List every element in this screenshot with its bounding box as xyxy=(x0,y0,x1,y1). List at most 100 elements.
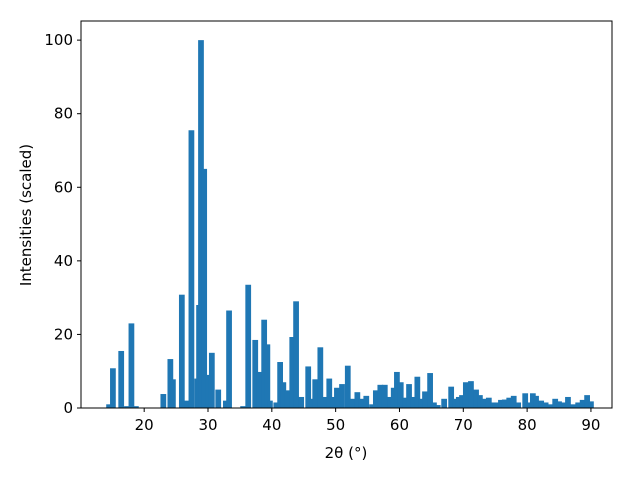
bar xyxy=(570,404,576,408)
bar xyxy=(298,396,305,408)
bar xyxy=(240,406,246,408)
bar xyxy=(293,301,299,408)
bar xyxy=(510,395,517,408)
x-tick-label: 90 xyxy=(581,416,600,434)
bar xyxy=(390,387,397,408)
bar xyxy=(480,398,487,408)
bar xyxy=(312,379,319,408)
bar xyxy=(575,402,582,408)
bar xyxy=(326,378,333,408)
bar xyxy=(538,400,545,408)
bar xyxy=(124,406,130,408)
bar xyxy=(267,400,273,408)
bar xyxy=(363,395,370,408)
plot-frame xyxy=(80,20,613,409)
bar xyxy=(106,404,112,408)
bar xyxy=(434,405,441,408)
x-tick-label: 80 xyxy=(518,416,537,434)
bar xyxy=(552,398,559,408)
bar xyxy=(397,382,404,408)
bar xyxy=(188,130,195,408)
bar xyxy=(334,387,340,408)
bar xyxy=(565,396,571,408)
x-tick-label: 50 xyxy=(326,416,345,434)
bar xyxy=(381,384,388,408)
bar xyxy=(354,392,361,408)
bar xyxy=(494,402,500,408)
bar xyxy=(110,368,116,408)
bar xyxy=(358,398,365,408)
bar xyxy=(579,399,586,408)
bar xyxy=(264,344,271,408)
bar xyxy=(309,398,315,408)
y-tick-label: 0 xyxy=(63,399,73,417)
x-tick-label: 20 xyxy=(135,416,154,434)
x-tick-label: 40 xyxy=(262,416,281,434)
bar xyxy=(522,393,529,408)
bar xyxy=(526,402,532,408)
bar xyxy=(402,397,409,408)
bar xyxy=(273,402,280,408)
x-tick-label: 30 xyxy=(198,416,217,434)
bar xyxy=(441,398,448,408)
bar xyxy=(468,381,474,408)
bar xyxy=(321,396,328,408)
bar xyxy=(431,402,437,408)
bar xyxy=(556,401,562,408)
bar xyxy=(201,168,208,408)
bar xyxy=(427,373,433,408)
bar xyxy=(462,382,469,408)
bar xyxy=(377,384,384,408)
bar xyxy=(170,379,176,408)
y-axis-label: Intensities (scaled) xyxy=(17,144,35,286)
bar xyxy=(394,371,400,408)
y-tick-label: 100 xyxy=(44,31,73,49)
bar xyxy=(349,398,356,408)
bar xyxy=(205,374,211,408)
bar xyxy=(406,384,412,408)
bar xyxy=(344,365,351,408)
y-tick-label: 20 xyxy=(54,325,73,343)
bar xyxy=(529,393,536,408)
bar xyxy=(418,398,425,408)
bar xyxy=(422,391,428,408)
bar xyxy=(588,401,594,408)
bar xyxy=(387,396,393,408)
bar xyxy=(473,389,479,408)
bar xyxy=(160,394,167,408)
bar xyxy=(223,400,229,408)
bar xyxy=(128,323,135,408)
bar xyxy=(118,350,125,408)
bar xyxy=(178,294,185,408)
bar xyxy=(410,396,416,408)
bar xyxy=(515,402,522,408)
bar xyxy=(452,398,458,408)
bar xyxy=(330,396,336,408)
bar xyxy=(289,337,296,408)
y-tick-label: 60 xyxy=(54,178,73,196)
bar xyxy=(261,319,268,408)
bar xyxy=(561,402,568,408)
bar xyxy=(533,395,539,408)
bar xyxy=(372,390,379,408)
x-tick-label: 60 xyxy=(390,416,409,434)
bar xyxy=(277,362,283,408)
x-axis-label: 2θ (°) xyxy=(325,444,368,462)
bar xyxy=(414,376,421,408)
bar xyxy=(584,395,590,408)
bar xyxy=(369,404,375,408)
bar xyxy=(339,384,345,408)
bar xyxy=(133,406,139,408)
bar xyxy=(245,284,252,408)
bar xyxy=(490,402,497,408)
bar xyxy=(448,386,455,408)
y-tick-label: 40 xyxy=(54,252,73,270)
y-tick-label: 80 xyxy=(54,105,73,123)
bar xyxy=(280,382,287,408)
bar xyxy=(317,347,324,408)
bar xyxy=(208,352,215,408)
bar xyxy=(506,397,513,408)
bar xyxy=(485,397,492,408)
bar xyxy=(477,395,483,408)
